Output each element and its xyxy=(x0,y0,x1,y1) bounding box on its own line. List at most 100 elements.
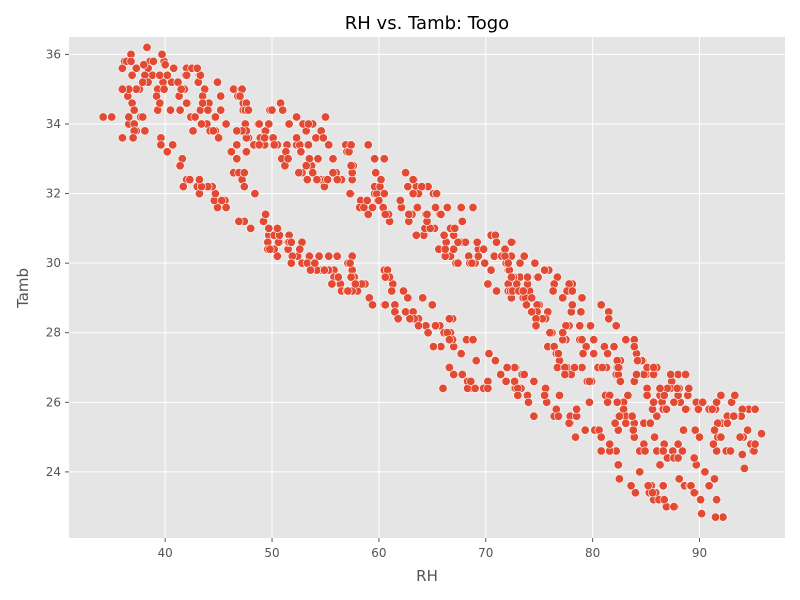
scatter-point xyxy=(157,49,167,59)
scatter-point xyxy=(403,182,413,192)
scatter-point xyxy=(127,70,137,80)
scatter-point xyxy=(294,168,304,178)
scatter-point xyxy=(98,112,108,122)
scatter-point xyxy=(345,258,355,268)
scatter-point xyxy=(148,56,158,66)
scatter-point xyxy=(700,467,710,477)
scatter-point xyxy=(303,119,313,129)
scatter-point xyxy=(203,105,213,115)
scatter-point xyxy=(473,251,483,261)
scatter-point xyxy=(413,321,423,331)
scatter-point xyxy=(545,328,555,338)
scatter-point xyxy=(669,397,679,407)
scatter-point xyxy=(324,140,334,150)
scatter-point xyxy=(126,56,136,66)
y-tick-label: 26 xyxy=(46,395,61,409)
scatter-point xyxy=(510,362,520,372)
scatter-point xyxy=(254,119,264,129)
scatter-point xyxy=(572,404,582,414)
scatter-point xyxy=(681,404,691,414)
scatter-point xyxy=(468,203,478,213)
scatter-point xyxy=(124,112,134,122)
scatter-point xyxy=(696,495,706,505)
scatter-point xyxy=(319,265,329,275)
scatter-point xyxy=(673,439,683,449)
scatter-point xyxy=(295,244,305,254)
scatter-point xyxy=(612,397,622,407)
scatter-point xyxy=(684,383,694,393)
scatter-point xyxy=(213,77,223,87)
scatter-point xyxy=(371,168,381,178)
scatter-point xyxy=(427,300,437,310)
scatter-point xyxy=(629,342,639,352)
scatter-point xyxy=(217,196,227,206)
scatter-point xyxy=(521,300,531,310)
scatter-point xyxy=(470,383,480,393)
scatter-point xyxy=(438,383,448,393)
scatter-point xyxy=(303,140,313,150)
scatter-point xyxy=(162,147,172,157)
scatter-point xyxy=(650,432,660,442)
scatter-point xyxy=(658,481,668,491)
scatter-point xyxy=(313,154,323,164)
scatter-point xyxy=(750,404,760,414)
scatter-point xyxy=(117,63,127,73)
scatter-point xyxy=(558,293,568,303)
scatter-point xyxy=(737,449,747,459)
scatter-point xyxy=(643,481,653,491)
scatter-point xyxy=(506,272,516,282)
scatter-point xyxy=(735,432,745,442)
x-tick-label: 40 xyxy=(158,546,173,560)
scatter-point xyxy=(704,481,714,491)
scatter-point xyxy=(250,189,260,199)
scatter-point xyxy=(444,335,454,345)
scatter-point xyxy=(605,439,615,449)
scatter-point xyxy=(269,140,279,150)
scatter-point xyxy=(531,321,541,331)
scatter-point xyxy=(328,154,338,164)
scatter-point xyxy=(194,175,204,185)
scatter-point xyxy=(584,397,594,407)
scatter-point xyxy=(611,321,621,331)
scatter-point xyxy=(221,119,231,129)
scatter-point xyxy=(698,397,708,407)
scatter-point xyxy=(198,98,208,108)
scatter-point xyxy=(484,349,494,359)
scatter-point xyxy=(216,91,226,101)
scatter-point xyxy=(626,481,636,491)
scatter-point xyxy=(417,182,427,192)
scatter-point xyxy=(632,356,642,366)
scatter-point xyxy=(578,349,588,359)
scatter-point xyxy=(479,244,489,254)
scatter-point xyxy=(272,223,282,233)
scatter-point xyxy=(376,175,386,185)
scatter-point xyxy=(649,362,659,372)
scatter-point xyxy=(210,112,220,122)
scatter-point xyxy=(260,133,270,143)
scatter-point xyxy=(156,140,166,150)
scatter-point xyxy=(254,140,264,150)
scatter-point xyxy=(444,314,454,324)
scatter-point xyxy=(472,237,482,247)
scatter-point xyxy=(496,369,506,379)
y-tick-label: 34 xyxy=(46,117,61,131)
scatter-point xyxy=(168,140,178,150)
scatter-point xyxy=(129,105,139,115)
scatter-point xyxy=(440,244,450,254)
scatter-point xyxy=(456,349,466,359)
scatter-point xyxy=(332,251,342,261)
scatter-point xyxy=(395,196,405,206)
scatter-point xyxy=(596,446,606,456)
scatter-point xyxy=(379,189,389,199)
scatter-point xyxy=(614,411,624,421)
scatter-point xyxy=(523,397,533,407)
scatter-point xyxy=(138,77,148,87)
scatter-point xyxy=(529,376,539,386)
scatter-point xyxy=(709,425,719,435)
scatter-point xyxy=(560,369,570,379)
scatter-point xyxy=(506,237,516,247)
x-tick-label: 90 xyxy=(692,546,707,560)
scatter-point xyxy=(436,342,446,352)
scatter-point xyxy=(577,335,587,345)
scatter-point xyxy=(580,425,590,435)
